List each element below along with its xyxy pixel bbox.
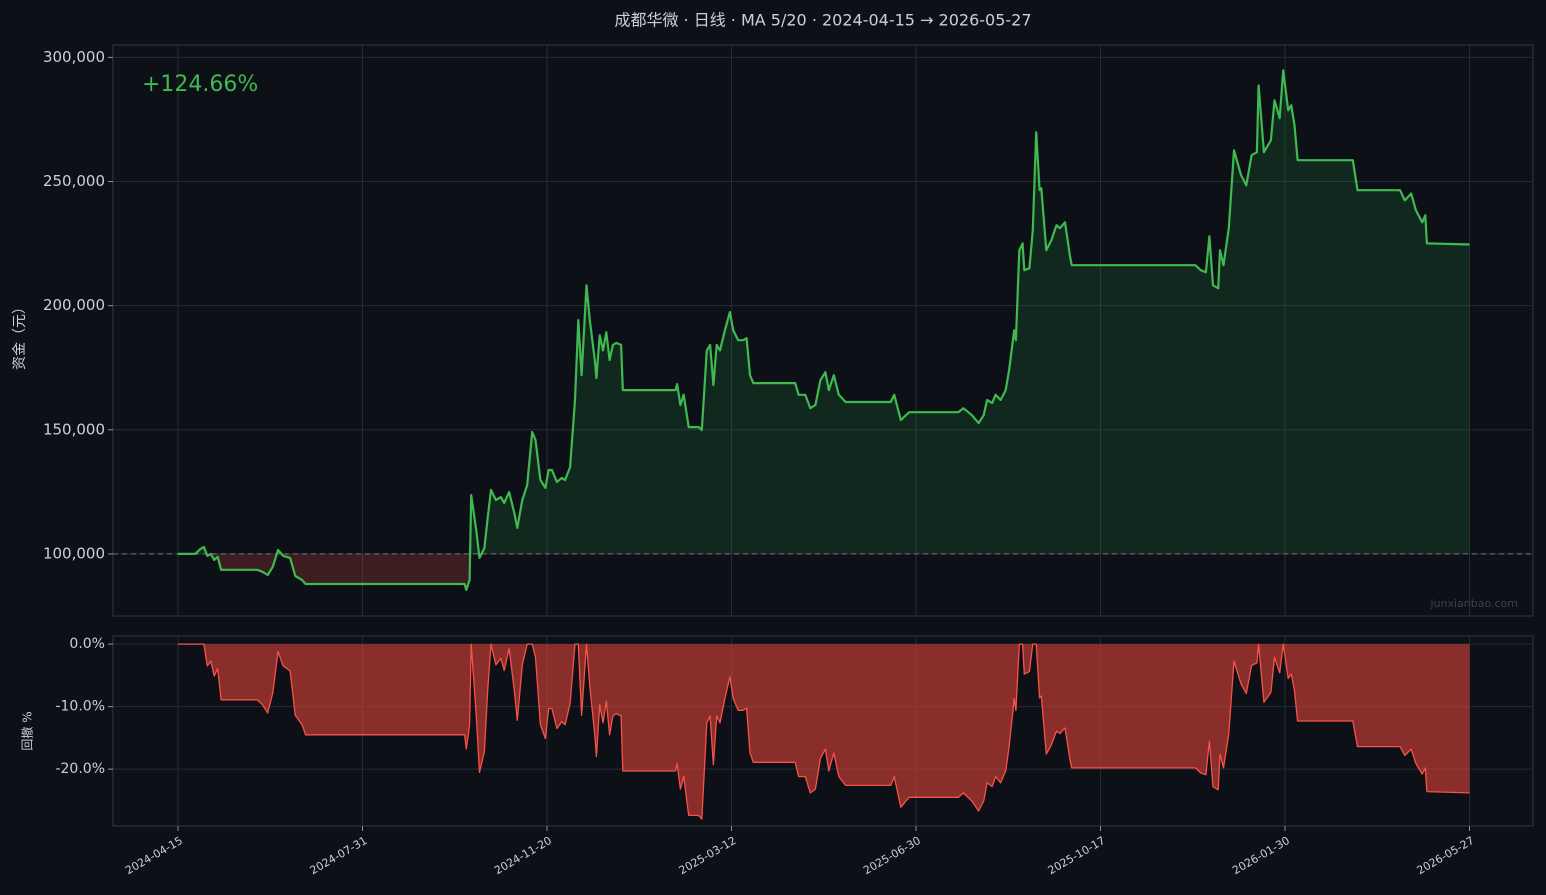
line — [178, 69, 1470, 591]
area-fill-above — [178, 70, 1470, 554]
y-tick-label: 100,000 — [43, 544, 105, 562]
area-fill-below — [178, 553, 1470, 590]
y-tick-label: -10.0% — [55, 699, 105, 715]
y-tick-label: 0.0% — [69, 636, 105, 652]
chart-title: 成都华微 · 日线 · MA 5/20 · 2024-04-15 → 2026-… — [614, 11, 1031, 30]
watermark: junxianbao.com — [1429, 597, 1518, 610]
y-tick-label: 300,000 — [43, 48, 105, 66]
y-axis-label: 资金（元） — [12, 300, 28, 370]
y-tick-label: 200,000 — [43, 296, 105, 314]
y-tick-label: 150,000 — [43, 420, 105, 438]
y-axis-label: 回撤 % — [20, 711, 35, 750]
line — [178, 643, 1470, 820]
y-tick-label: -20.0% — [55, 761, 105, 777]
y-tick-label: 250,000 — [43, 172, 105, 190]
return-annotation: +124.66% — [142, 72, 258, 97]
area-fill — [178, 644, 1470, 820]
